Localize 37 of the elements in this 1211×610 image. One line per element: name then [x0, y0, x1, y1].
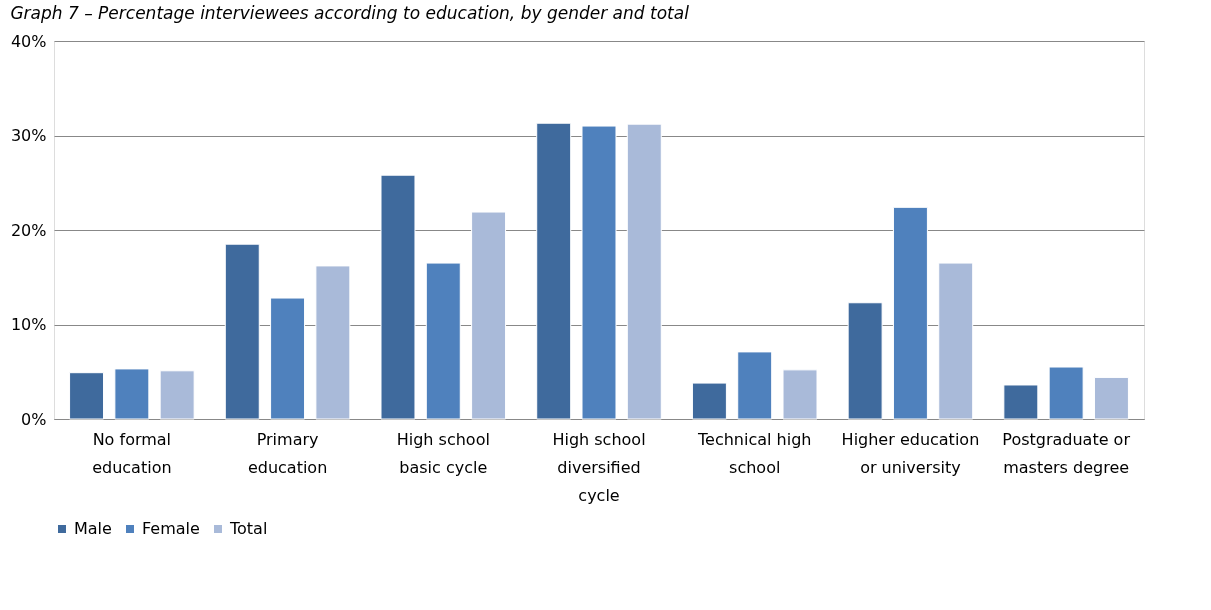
legend-label: Male — [74, 519, 112, 538]
bar — [224, 243, 260, 420]
y-tick-label: 30% — [10, 126, 47, 145]
bar — [536, 122, 572, 420]
bar — [1003, 384, 1039, 420]
y-tick-label: 0% — [21, 409, 47, 429]
bar — [782, 369, 818, 420]
bar — [1093, 376, 1129, 420]
bar — [626, 123, 662, 420]
y-tick-label: 20% — [10, 220, 47, 240]
bar — [847, 302, 883, 420]
legend-label: Total — [229, 519, 268, 538]
bar — [425, 262, 461, 420]
y-tick-label: 40% — [10, 31, 47, 51]
x-tick-label: High school diversified cycle — [552, 429, 646, 505]
x-tick-label: High school basic cycle — [396, 429, 490, 477]
x-tick-label: No formal education — [92, 429, 172, 477]
bar — [69, 372, 105, 420]
bar — [471, 211, 507, 420]
bar — [691, 382, 727, 420]
x-tick-label: Postgraduate or masters degree — [1002, 429, 1131, 477]
bar — [938, 262, 974, 420]
bar — [315, 265, 351, 420]
legend-label: Female — [142, 519, 200, 538]
bar — [380, 174, 416, 420]
x-tick-label: Higher education or university — [841, 429, 980, 477]
y-tick-label: 10% — [10, 315, 47, 334]
x-tick-label: Technical high school — [697, 429, 812, 477]
bar — [270, 297, 306, 420]
bar — [737, 351, 773, 420]
chart-title: Graph 7 – Percentage interviewees according to education, by gender and total — [10, 3, 690, 23]
bar — [892, 206, 928, 420]
x-tick-label: Primary education — [247, 429, 328, 477]
bar — [1048, 366, 1084, 420]
bar — [159, 370, 195, 420]
bar — [114, 368, 150, 420]
bar — [581, 125, 617, 420]
